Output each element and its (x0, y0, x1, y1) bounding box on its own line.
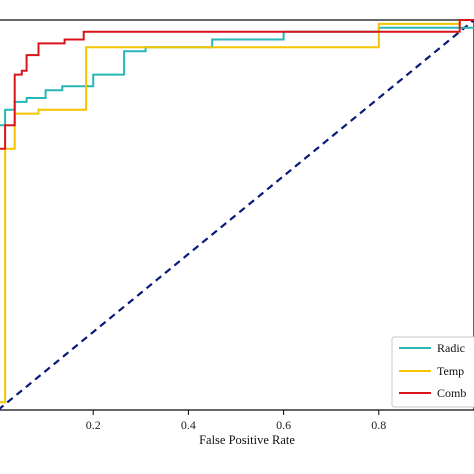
x-axis-label: False Positive Rate (199, 433, 295, 447)
legend-box (391, 336, 474, 408)
chance-diagonal-line (0, 19, 474, 410)
plot-frame (0, 19, 474, 411)
x-tick-label: 0.2 (86, 418, 101, 432)
series-combined-line (0, 19, 474, 150)
legend-label-radiomics: Radic (437, 341, 465, 355)
series-radiomics-line (0, 26, 474, 127)
x-axis-ticks: 0.2 0.4 0.6 0.8 (86, 410, 386, 432)
legend: Radic Temp Comb (391, 336, 474, 408)
series-temporal-line (0, 19, 474, 404)
x-tick-label: 0.4 (181, 418, 196, 432)
legend-label-combined: Comb (437, 386, 466, 400)
x-tick-label: 0.6 (276, 418, 291, 432)
series-lines (0, 19, 474, 410)
legend-label-temporal: Temp (437, 364, 464, 378)
x-tick-label: 0.8 (371, 418, 386, 432)
